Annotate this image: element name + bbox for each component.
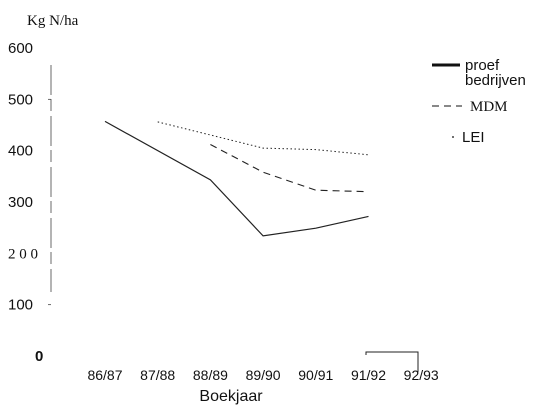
legend-label-2: LEI [462,129,485,146]
x-axis-ticks: 86/87 87/88 88/89 89/90 90/91 91/92 92/93 [87,367,438,383]
legend-label-1: MDM [470,99,508,115]
x-tick-label-6: 92/93 [404,367,439,383]
y-tick-label-6: 600 [8,40,33,57]
y-tick-label-2: 2 0 0 [8,246,38,262]
y-tick-label-1: 100 [8,297,33,314]
y-tick-label-0: 0 [35,348,43,365]
series-lines [104,120,369,237]
x-tick-label-2: 88/89 [193,367,228,383]
y-tick-label-3: 300 [8,194,33,211]
x-tick-label-3: 89/90 [246,367,281,383]
series-line-mdm [210,144,369,193]
x-tick-label-5: 91/92 [351,367,386,383]
legend-label-0-line1: bedrijven [465,72,526,89]
legend-label-0: proef [465,57,500,74]
y-axis-label: Kg N/ha [27,13,79,29]
series-line-proef-bedrijven [104,120,369,237]
x-tick-label-4: 90/91 [298,367,333,383]
x-tick-label-1: 87/88 [140,367,175,383]
x-axis-label: Boekjaar [199,388,263,405]
axis-bracket [365,351,419,372]
series-line-lei [157,121,369,156]
y-tick-label-5: 500 [8,91,33,108]
y-axis-ticks: 0 100 2 0 0 300 400 500 600 [8,40,51,365]
y-tick-label-4: 400 [8,143,33,160]
x-tick-label-0: 86/87 [87,367,122,383]
